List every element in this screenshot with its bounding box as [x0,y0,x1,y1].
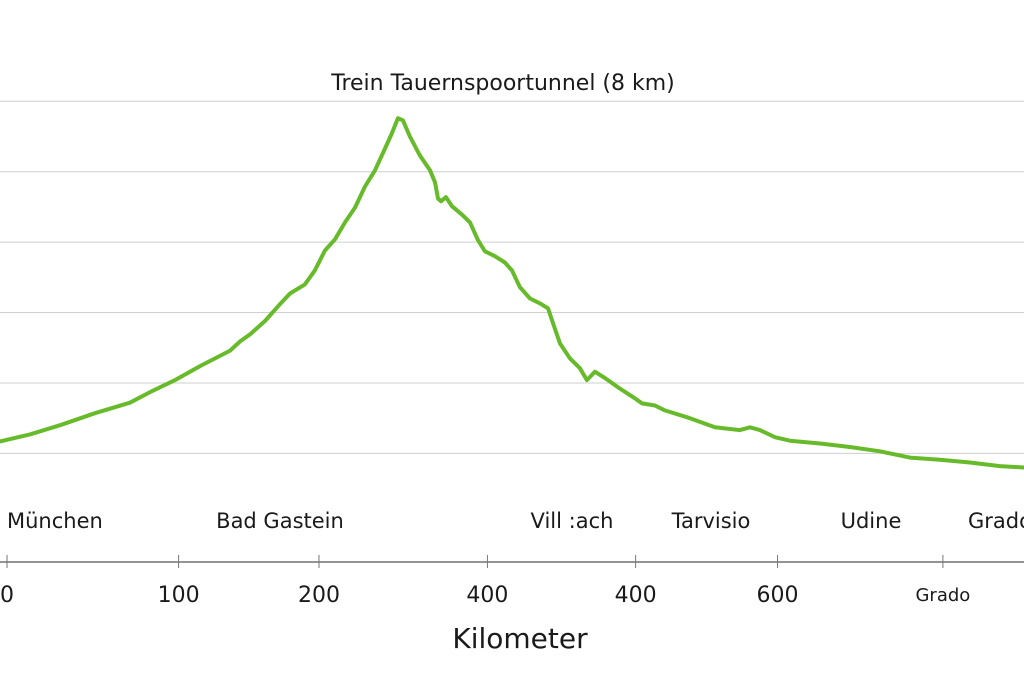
station-label: Bad Gastein [216,509,344,533]
station-label: Tarvisio [671,509,751,533]
x-tick-label: 400 [615,583,657,608]
x-tick-label: 600 [757,583,799,608]
station-label: München [7,509,103,533]
station-label: Udine [841,509,902,533]
x-tick-label: 200 [298,583,340,608]
station-label: Vill :ach [531,509,614,533]
x-tick-label: 100 [158,583,200,608]
elevation-line [0,116,1024,470]
x-tick-label: 0 [0,583,14,608]
x-axis-label: Kilometer [452,622,588,655]
chart-title: Trein Tauernspoortunnel (8 km) [330,71,675,96]
x-tick-label: Grado [915,585,970,606]
station-label: Grado [968,509,1024,533]
x-tick-label: 400 [466,583,508,608]
